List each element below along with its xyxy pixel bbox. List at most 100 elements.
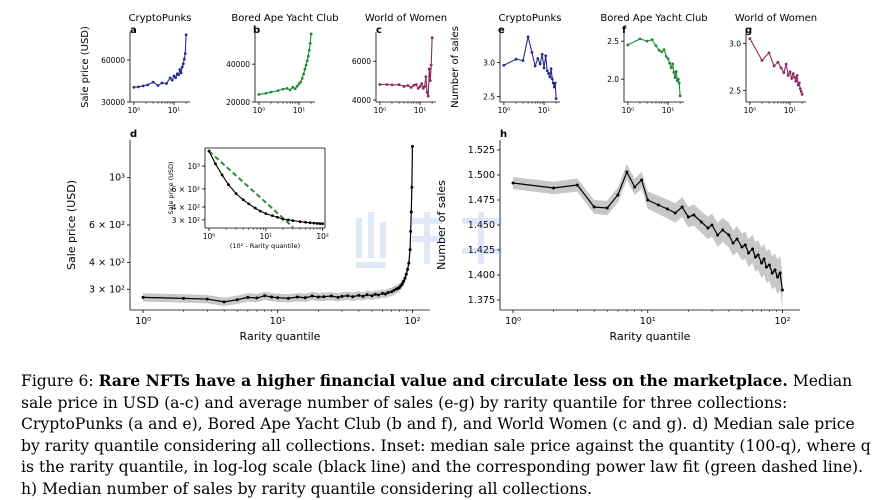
data-point: [544, 54, 548, 58]
data-point: [281, 87, 285, 91]
data-point: [502, 63, 506, 67]
y-tick-label: 20000: [226, 98, 250, 107]
panel-h: 10⁰ 10¹ 10² 1.375 1.400 1.425 1.450 1.475 1.500 1…: [435, 129, 800, 343]
y-tick-label: 2.5: [607, 37, 619, 46]
data-point: [699, 220, 703, 224]
data-point: [390, 83, 394, 87]
data-point: [767, 51, 771, 55]
data-point: [258, 209, 262, 213]
data-point: [547, 72, 551, 75]
data-point: [780, 288, 784, 292]
data-point: [554, 97, 558, 101]
data-point: [640, 178, 644, 182]
data-point: [673, 211, 677, 215]
data-point: [692, 213, 696, 217]
data-point: [180, 65, 184, 69]
panel-letter: b: [253, 25, 260, 36]
data-point: [773, 268, 777, 272]
data-point: [799, 90, 803, 93]
series-line: [208, 150, 323, 225]
data-point: [291, 85, 295, 89]
data-point: [756, 253, 760, 257]
x-tick-label: 10¹: [784, 106, 797, 115]
data-point: [551, 81, 555, 85]
data-point: [521, 59, 525, 62]
data-point: [286, 296, 290, 300]
data-point: [784, 62, 788, 66]
data-point: [132, 85, 136, 89]
caption-title: Rare NFTs have a higher financial value …: [98, 371, 788, 390]
data-point: [772, 64, 776, 68]
y-tick-label: 3.0: [729, 39, 741, 48]
data-point: [553, 81, 557, 85]
data-point: [400, 282, 404, 286]
data-point: [270, 295, 274, 299]
data-point: [357, 293, 361, 297]
data-point: [234, 192, 238, 196]
panel-title: CryptoPunks: [499, 13, 562, 24]
data-point: [633, 185, 637, 189]
data-point: [373, 292, 377, 296]
panel-letter: c: [376, 25, 382, 36]
data-point: [297, 82, 301, 86]
data-point: [183, 52, 187, 55]
watermark-logo: [356, 212, 502, 268]
x-tick-label: 10¹: [662, 106, 675, 115]
panel-title: Bored Ape Yacht Club: [600, 13, 707, 24]
data-point: [141, 295, 145, 299]
y-tick-label: 10³: [109, 173, 125, 184]
panel-title: Bored Ape Yacht Club: [231, 13, 338, 24]
data-point: [668, 61, 672, 65]
y-tick-label: 60000: [101, 56, 125, 65]
data-point: [322, 295, 326, 299]
y-axis-label: Sale price (USD): [65, 180, 78, 270]
y-tick-label: 1.500: [468, 170, 495, 181]
data-point: [247, 202, 251, 206]
y-tick-label: 3 × 10²: [172, 216, 200, 225]
series-line: [503, 36, 557, 99]
data-point: [406, 267, 410, 271]
y-tick-label: 4 × 10²: [89, 258, 125, 269]
x-tick-label: 10⁰: [253, 106, 266, 115]
figure-6: 10⁰ 10¹ 30000 60000 CryptoPunks a Sale price (…: [65, 13, 817, 343]
y-tick-label: 2.5: [483, 93, 495, 102]
data-point: [545, 69, 549, 73]
data-point: [302, 72, 306, 76]
data-point: [672, 70, 676, 74]
x-tick-label: 10¹: [414, 106, 427, 115]
data-point: [654, 44, 658, 48]
figure-caption: Figure 6: Rare NFTs have a higher financ…: [21, 370, 871, 500]
data-point: [168, 76, 172, 80]
data-point: [760, 58, 764, 62]
panel-letter: e: [498, 25, 505, 36]
data-point: [788, 70, 792, 74]
data-point: [264, 212, 268, 216]
data-point: [402, 279, 406, 283]
y-tick-label: 4000: [352, 96, 371, 105]
data-point: [420, 82, 424, 85]
y-tick-label: 3.0: [483, 59, 495, 68]
data-point: [747, 251, 751, 255]
y-tick-label: 30000: [101, 98, 125, 107]
data-point: [677, 81, 681, 85]
data-point: [174, 76, 178, 80]
panel-letter: a: [130, 25, 137, 36]
data-point: [731, 241, 735, 245]
data-point: [281, 217, 285, 221]
data-point: [790, 76, 794, 80]
x-tick-label: 10¹: [168, 106, 181, 115]
caption-prefix: Figure 6:: [21, 372, 99, 390]
x-tick-label: 10⁰: [498, 106, 511, 115]
data-point: [340, 294, 344, 298]
data-point: [305, 59, 309, 63]
data-point: [182, 296, 186, 300]
data-point: [386, 290, 390, 294]
x-axis-label: (10² - Rarity quantile): [230, 242, 300, 250]
y-axis-label: Sale price (USD): [80, 26, 91, 108]
data-point: [533, 64, 537, 68]
data-point: [222, 300, 226, 304]
data-point: [303, 296, 307, 300]
data-point: [285, 86, 289, 90]
data-point: [146, 83, 150, 87]
data-point: [276, 296, 280, 300]
